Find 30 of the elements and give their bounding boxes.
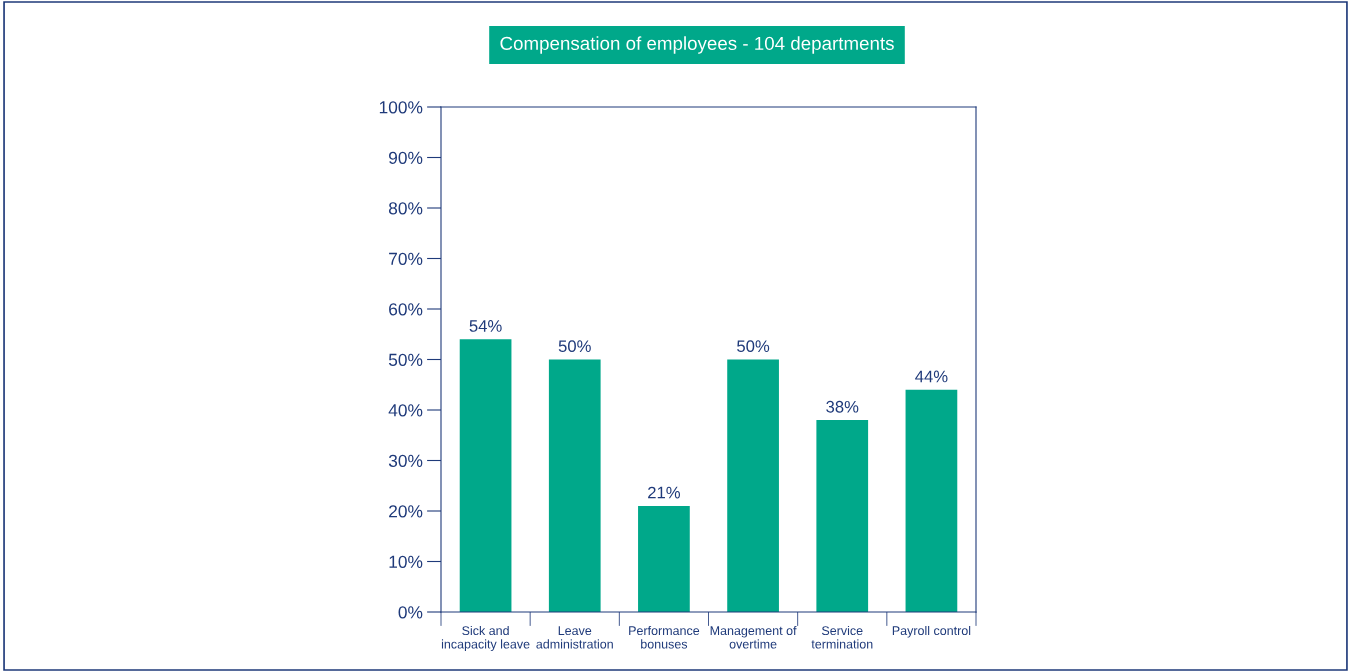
y-tick-label: 100% (379, 101, 423, 114)
data-label: 54% (469, 320, 502, 332)
data-label: 44% (915, 370, 948, 383)
y-tick-label: 10% (389, 555, 423, 568)
bar (459, 339, 512, 612)
y-tick-label: 40% (388, 404, 423, 417)
x-tick-label: Payroll control (892, 625, 971, 638)
bar (638, 505, 690, 612)
bar (727, 359, 779, 612)
y-tick-label: 70% (389, 252, 423, 265)
data-label: 21% (648, 486, 680, 499)
x-tick-label: Management of overtime (710, 625, 797, 649)
y-tick-label: 90% (389, 151, 423, 164)
bar (548, 359, 601, 612)
x-tick-label: Service termination (811, 625, 873, 649)
data-label: 50% (558, 340, 591, 353)
x-tick-label: Performance bonuses (629, 625, 700, 649)
data-label: 50% (737, 340, 770, 353)
y-tick-label: 30% (388, 454, 423, 467)
bar (905, 389, 958, 612)
y-tick-label: 20% (389, 505, 423, 518)
bar (816, 420, 869, 612)
y-tick-label: 60% (389, 303, 423, 316)
y-tick-label: 50% (388, 353, 423, 366)
chart-title: Compensation of employees - 104 departments (500, 36, 894, 54)
y-tick-label: 80% (388, 202, 423, 215)
y-tick-label: 0% (398, 606, 423, 619)
x-tick-label: Sick and incapacity leave (441, 625, 530, 652)
data-label: 38% (826, 400, 859, 413)
x-tick-label: Leave administration (536, 626, 613, 649)
